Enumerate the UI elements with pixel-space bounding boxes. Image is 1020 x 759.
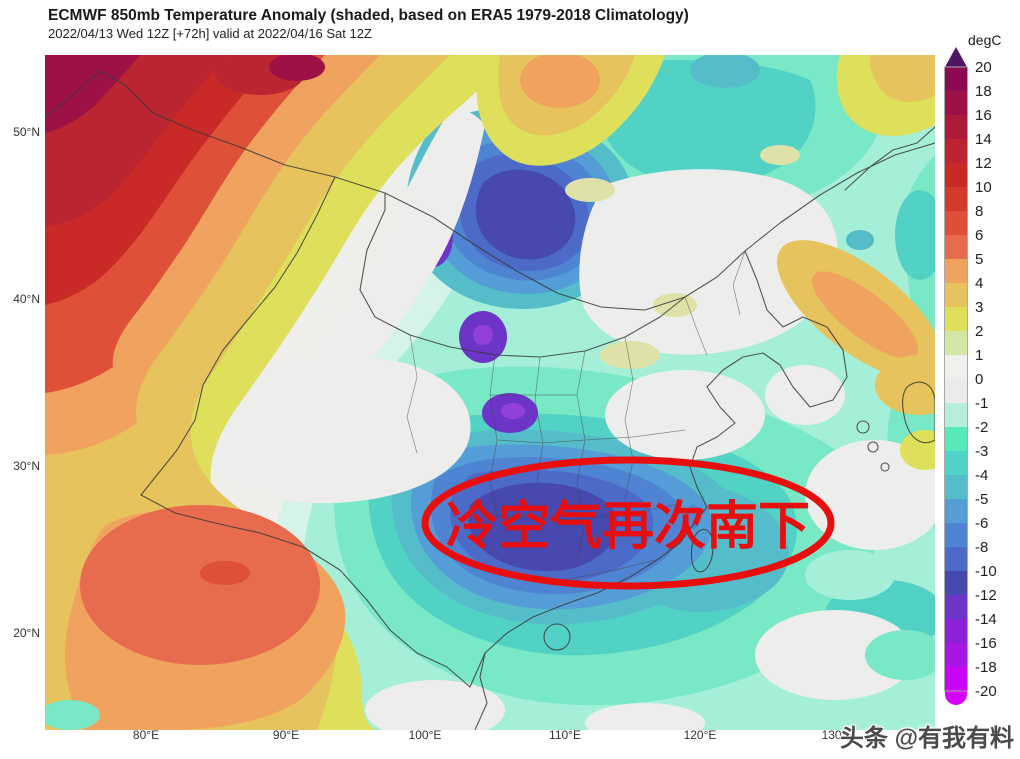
colorbar-tick-label: 6 <box>975 227 983 244</box>
colorbar-tick-label: 8 <box>975 203 983 220</box>
colorbar-tick-label: -5 <box>975 491 988 508</box>
lon-label: 100°E <box>408 728 442 742</box>
colorbar-tick-label: 4 <box>975 275 983 292</box>
colorbar-tick-label: -10 <box>975 563 997 580</box>
map-area: 冷空气再次南下 <box>25 51 965 743</box>
lat-label: 50°N <box>13 125 40 139</box>
colorbar-tick-label: -18 <box>975 659 997 676</box>
colorbar-segment <box>945 163 967 187</box>
colorbar-tick-label: -20 <box>975 683 997 700</box>
colorbar-segment <box>945 595 967 619</box>
colorbar-segment <box>945 307 967 331</box>
lon-label: 120°E <box>683 728 717 742</box>
colorbar-tick-label: -14 <box>975 611 997 628</box>
colorbar-tick-label: -6 <box>975 515 988 532</box>
colorbar-tick-label: -3 <box>975 443 988 460</box>
warm-anomaly-region <box>40 51 965 730</box>
colorbar-segment <box>945 523 967 547</box>
colorbar-segment <box>945 571 967 595</box>
colorbar-frame <box>944 66 968 692</box>
colorbar-segment <box>945 619 967 643</box>
colorbar-tick-label: -1 <box>975 395 988 412</box>
colorbar-segment <box>945 115 967 139</box>
colorbar-segment <box>945 91 967 115</box>
colorbar-segment <box>945 259 967 283</box>
valid-time-subtitle: 2022/04/13 Wed 12Z [+72h] valid at 2022/… <box>48 26 372 41</box>
colorbar-segment <box>945 475 967 499</box>
colorbar-unit-label: degC <box>968 32 1001 48</box>
colorbar-min-cap <box>945 691 967 705</box>
colorbar-tick-labels: 20181614121086543210-1-2-3-4-5-6-8-10-12… <box>975 59 997 700</box>
colorbar-segment <box>945 499 967 523</box>
lon-label: 80°E <box>132 728 160 742</box>
colorbar-tick-label: -4 <box>975 467 988 484</box>
colorbar-segment <box>945 547 967 571</box>
country-borders <box>44 70 936 731</box>
colorbar-segment <box>945 235 967 259</box>
colorbar-segment <box>945 139 967 163</box>
colorbar-tick-label: 20 <box>975 59 992 76</box>
colorbar-segment <box>945 283 967 307</box>
colorbar-segment <box>945 667 967 691</box>
colorbar-tick-label: 18 <box>975 83 992 100</box>
colorbar-tick-label: 16 <box>975 107 992 124</box>
annotation-text: 冷空气再次南下 <box>446 498 810 556</box>
colorbar-tick-label: 14 <box>975 131 992 148</box>
colorbar-tick-label: 1 <box>975 347 983 364</box>
colorbar-tick-label: 5 <box>975 251 983 268</box>
colorbar-tick-label: 10 <box>975 179 992 196</box>
colorbar-tick-label: 3 <box>975 299 983 316</box>
colorbar-segment <box>945 379 967 403</box>
colorbar-tick-label: 12 <box>975 155 992 172</box>
colorbar-segment <box>945 403 967 427</box>
lon-label: 90°E <box>272 728 300 742</box>
cold-air-annotation: 冷空气再次南下 <box>421 456 835 590</box>
colorbar-segment <box>945 67 967 91</box>
colorbar-segment <box>945 187 967 211</box>
colorbar-tick-label: -2 <box>975 419 988 436</box>
lat-label: 40°N <box>13 292 40 306</box>
colorbar-segment <box>945 427 967 451</box>
colorbar-tick-label: -12 <box>975 587 997 604</box>
annotation-ellipse <box>421 456 835 590</box>
colorbar-segment <box>945 211 967 235</box>
lon-label: 130°E <box>821 728 855 742</box>
colorbar-tick-label: -16 <box>975 635 997 652</box>
colorbar: degC 20181614121086543210-1-2-3-4-5-6-8-… <box>944 32 1001 705</box>
page-title: ECMWF 850mb Temperature Anomaly (shaded,… <box>48 7 689 24</box>
neutral-anomaly-patches <box>25 109 945 743</box>
colorbar-segments <box>944 47 968 705</box>
temperature-anomaly-map: 冷空气再次南下 <box>25 51 965 743</box>
watermark: 头条 @有我有料 <box>839 725 1014 752</box>
colorbar-tick-label: 0 <box>975 371 983 388</box>
colorbar-max-arrow <box>945 47 967 67</box>
colorbar-segment <box>945 643 967 667</box>
colorbar-segment <box>945 451 967 475</box>
lon-label: 110°E <box>549 728 581 742</box>
lat-label: 30°N <box>13 459 40 473</box>
colorbar-segment <box>945 355 967 379</box>
colorbar-tick-label: -8 <box>975 539 988 556</box>
colorbar-tick-label: 2 <box>975 323 983 340</box>
lat-label: 20°N <box>13 626 40 640</box>
colorbar-segment <box>945 331 967 355</box>
